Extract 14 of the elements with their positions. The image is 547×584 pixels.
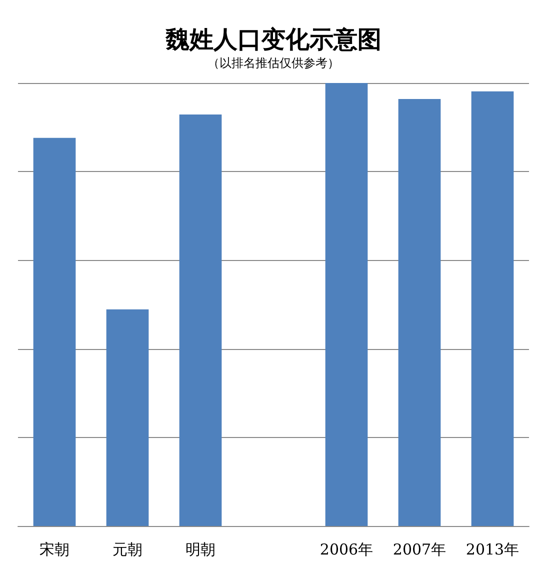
bar [106, 309, 149, 526]
x-tick-label: 2007年 [392, 540, 446, 558]
x-tick-label: 2013年 [466, 540, 520, 558]
bar [471, 91, 514, 526]
x-tick-label: 元朝 [112, 540, 142, 558]
x-tick-label: 宋朝 [40, 540, 70, 558]
bar [179, 114, 222, 526]
bar [33, 138, 76, 526]
bar [398, 98, 441, 526]
x-tick-label: 明朝 [186, 540, 216, 558]
chart-title: 魏姓人口变化示意图 [164, 24, 382, 54]
x-tick-label: 2006年 [320, 540, 374, 558]
bar [325, 83, 368, 526]
chart-subtitle: （以排名推估仅供参考） [208, 56, 340, 70]
